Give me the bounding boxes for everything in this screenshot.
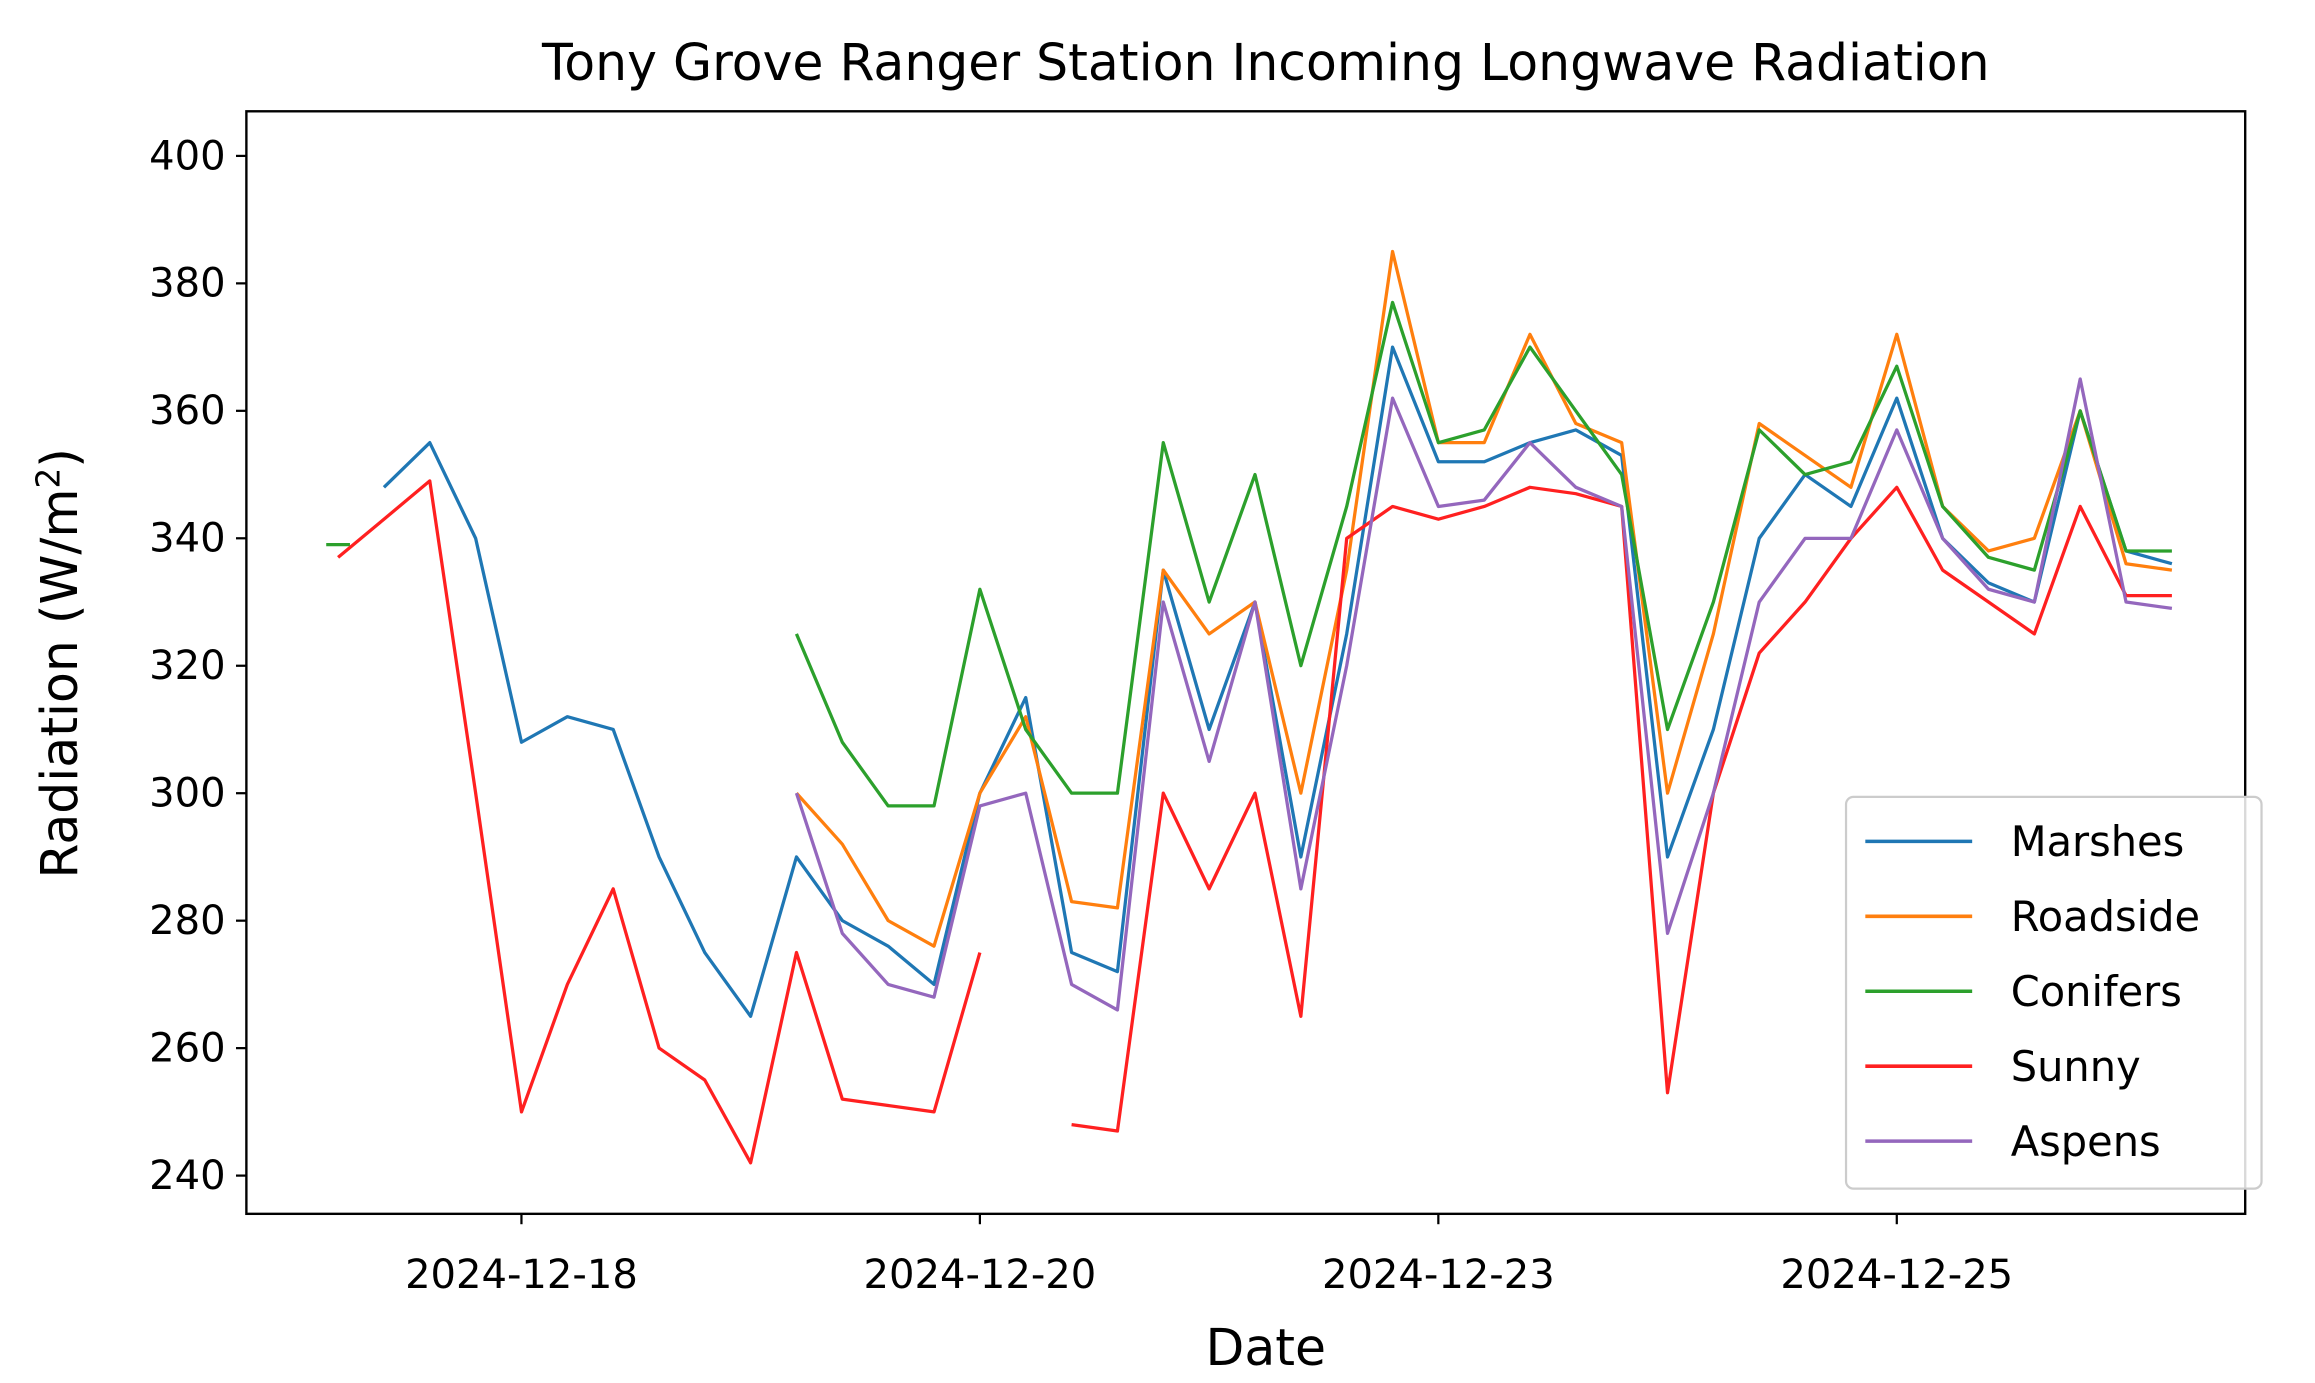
x-tick-label: 2024-12-23 (1322, 1252, 1555, 1298)
y-axis-title-superscript: 2 (29, 468, 67, 489)
x-tick-label: 2024-12-20 (864, 1252, 1097, 1298)
y-tick-label: 380 (149, 261, 225, 307)
series-line-sunny (337, 479, 982, 1165)
x-tick-label: 2024-12-25 (1780, 1252, 2013, 1298)
x-axis: 2024-12-18 2024-12-20 2024-12-23 2024-12-25 (405, 1213, 2013, 1298)
series-aspens (794, 377, 2173, 1012)
y-axis-title-main: Radiation (W/m (30, 488, 89, 878)
y-tick-label: 240 (149, 1153, 225, 1199)
legend: Marshes Roadside Conifers Sunny Aspens (1844, 795, 2263, 1190)
series-line-conifers (794, 300, 2172, 808)
legend-label-marshes: Marshes (2011, 817, 2185, 866)
x-axis-title: Date (1206, 1318, 1327, 1377)
y-tick-label: 260 (149, 1025, 225, 1071)
legend-label-roadside: Roadside (2011, 892, 2200, 941)
y-axis-title-close: ) (30, 448, 89, 468)
legend-label-aspens: Aspens (2011, 1117, 2161, 1166)
series-layer (326, 249, 2173, 1165)
series-marshes (382, 345, 2173, 1018)
y-axis-title: Radiation (W/m2) (29, 448, 89, 879)
series-line-aspens (794, 377, 2173, 1012)
chart-title: Tony Grove Ranger Station Incoming Longw… (541, 33, 1990, 92)
y-tick-label: 320 (149, 643, 225, 689)
legend-label-conifers: Conifers (2011, 967, 2182, 1016)
y-tick-label: 300 (149, 771, 225, 817)
legend-box (1844, 795, 2263, 1190)
y-tick-label: 340 (149, 516, 225, 562)
series-line-marshes (382, 345, 2173, 1018)
y-tick-label: 280 (149, 898, 225, 944)
y-tick-label: 400 (149, 133, 225, 179)
y-axis: 240 260 280 300 320 340 360 380 400 (149, 133, 247, 1199)
legend-label-sunny: Sunny (2011, 1042, 2141, 1091)
x-tick-label: 2024-12-18 (405, 1252, 638, 1298)
series-conifers (326, 300, 2172, 808)
y-tick-label: 360 (149, 388, 225, 434)
